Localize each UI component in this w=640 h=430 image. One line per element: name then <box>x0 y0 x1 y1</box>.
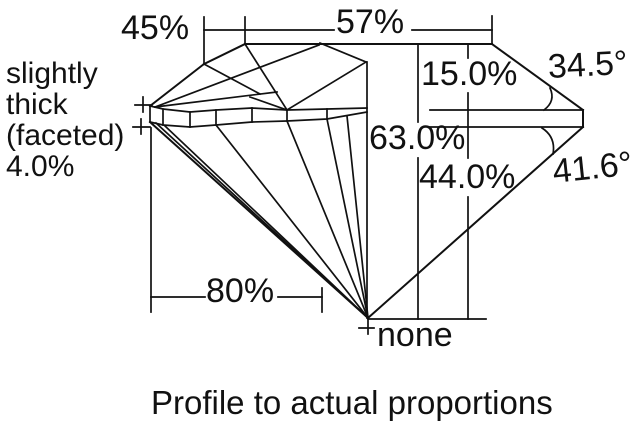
crown-facets <box>153 41 368 319</box>
girdle-thickness-line1: slightly <box>6 57 98 90</box>
pavilion-angle-arc <box>540 126 555 155</box>
crown-height-label: 15.0% <box>421 55 518 93</box>
star-length-label: 45% <box>121 9 190 47</box>
crown-angle-arc <box>542 86 553 112</box>
diamond-silhouette <box>148 42 585 320</box>
girdle-thickness-line2: thick <box>6 88 68 121</box>
culet-tick <box>358 318 375 335</box>
girdle-thickness-line3: (faceted) <box>6 119 125 152</box>
pavilion-facets <box>154 115 370 320</box>
girdle-band <box>148 104 368 128</box>
lower-girdle-dimension <box>150 127 323 313</box>
girdle-thickness-ticks <box>132 96 153 135</box>
star-length-dimension <box>203 16 335 65</box>
culet-label: none <box>377 316 453 354</box>
pavilion-depth-label: 44.0% <box>419 158 516 196</box>
girdle-reference-lines <box>429 109 584 128</box>
crown-angle-label: 34.5° <box>546 43 629 86</box>
table-size-label: 57% <box>336 3 405 41</box>
total-depth-label: 63.0% <box>369 119 466 157</box>
pavilion-angle-label: 41.6° <box>550 144 635 191</box>
girdle-thickness-label: slightly thick (faceted) 4.0% <box>6 58 124 182</box>
girdle-thickness-line4: 4.0% <box>6 150 75 183</box>
diagram-caption: Profile to actual proportions <box>151 384 553 421</box>
table-size-dimension <box>411 15 493 45</box>
lower-girdle-label: 80% <box>206 272 275 310</box>
